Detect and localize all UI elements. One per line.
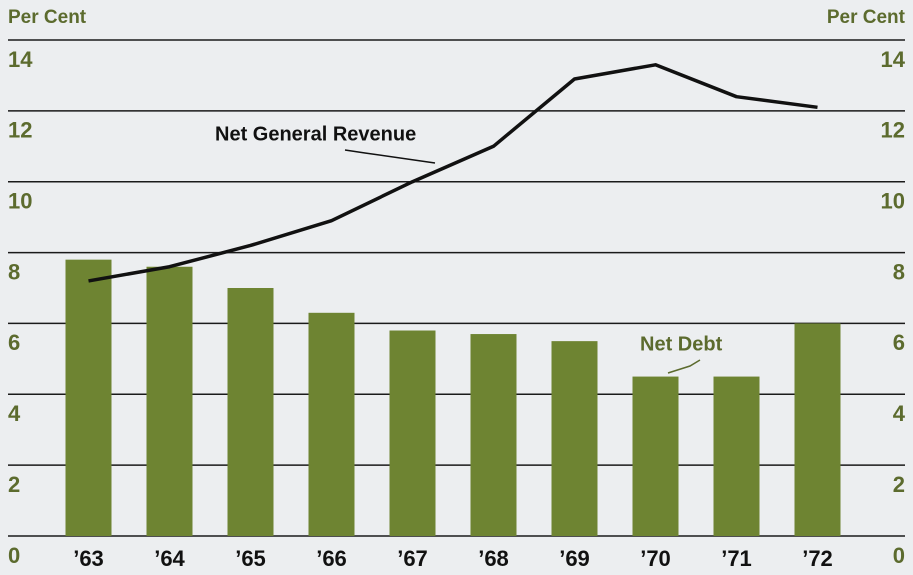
bar xyxy=(146,266,193,536)
y-tick-label: 6 xyxy=(8,330,20,355)
bar xyxy=(227,288,274,536)
y-tick-label: 14 xyxy=(8,47,33,72)
x-tick-label: ’67 xyxy=(397,546,428,571)
marks xyxy=(65,63,841,536)
bar xyxy=(713,376,760,536)
bar xyxy=(308,312,355,536)
line xyxy=(88,63,818,283)
leader-line xyxy=(667,359,701,374)
y2-tick-label: 14 xyxy=(881,47,906,72)
x-tick-label: ’69 xyxy=(559,546,590,571)
y-tick-label: 2 xyxy=(8,472,20,497)
x-tick-label: ’66 xyxy=(316,546,347,571)
x-tick-label: ’64 xyxy=(154,546,185,571)
x-tick-label: ’71 xyxy=(721,546,752,571)
y2-tick-label: 4 xyxy=(893,401,906,426)
x-tick-label: ’65 xyxy=(235,546,266,571)
y-tick-label: 0 xyxy=(8,543,20,568)
y2-tick-label: 12 xyxy=(881,118,905,143)
bar xyxy=(794,323,841,536)
bar-annotation: Net Debt xyxy=(640,333,723,355)
y2-tick-label: 0 xyxy=(893,543,905,568)
y2-tick-label: 8 xyxy=(893,259,905,284)
y-tick-label: 12 xyxy=(8,118,32,143)
x-tick-label: ’72 xyxy=(802,546,833,571)
bar xyxy=(65,259,112,536)
y-tick-label: 10 xyxy=(8,189,32,214)
leader-line xyxy=(344,149,436,164)
x-tick-label: ’63 xyxy=(73,546,104,571)
y-axis-label: Per Cent xyxy=(8,7,87,28)
line-annotation: Net General Revenue xyxy=(215,123,416,145)
y-tick-label: 4 xyxy=(8,401,21,426)
y2-tick-label: 6 xyxy=(893,330,905,355)
bar xyxy=(632,376,679,536)
y2-axis-label: Per Cent xyxy=(827,7,906,28)
bar xyxy=(551,341,598,536)
y2-tick-label: 10 xyxy=(881,189,905,214)
y2-tick-label: 2 xyxy=(893,472,905,497)
y-tick-label: 8 xyxy=(8,259,20,284)
x-tick-label: ’68 xyxy=(478,546,509,571)
bar xyxy=(470,334,517,536)
bar xyxy=(389,330,436,536)
x-tick-label: ’70 xyxy=(640,546,671,571)
